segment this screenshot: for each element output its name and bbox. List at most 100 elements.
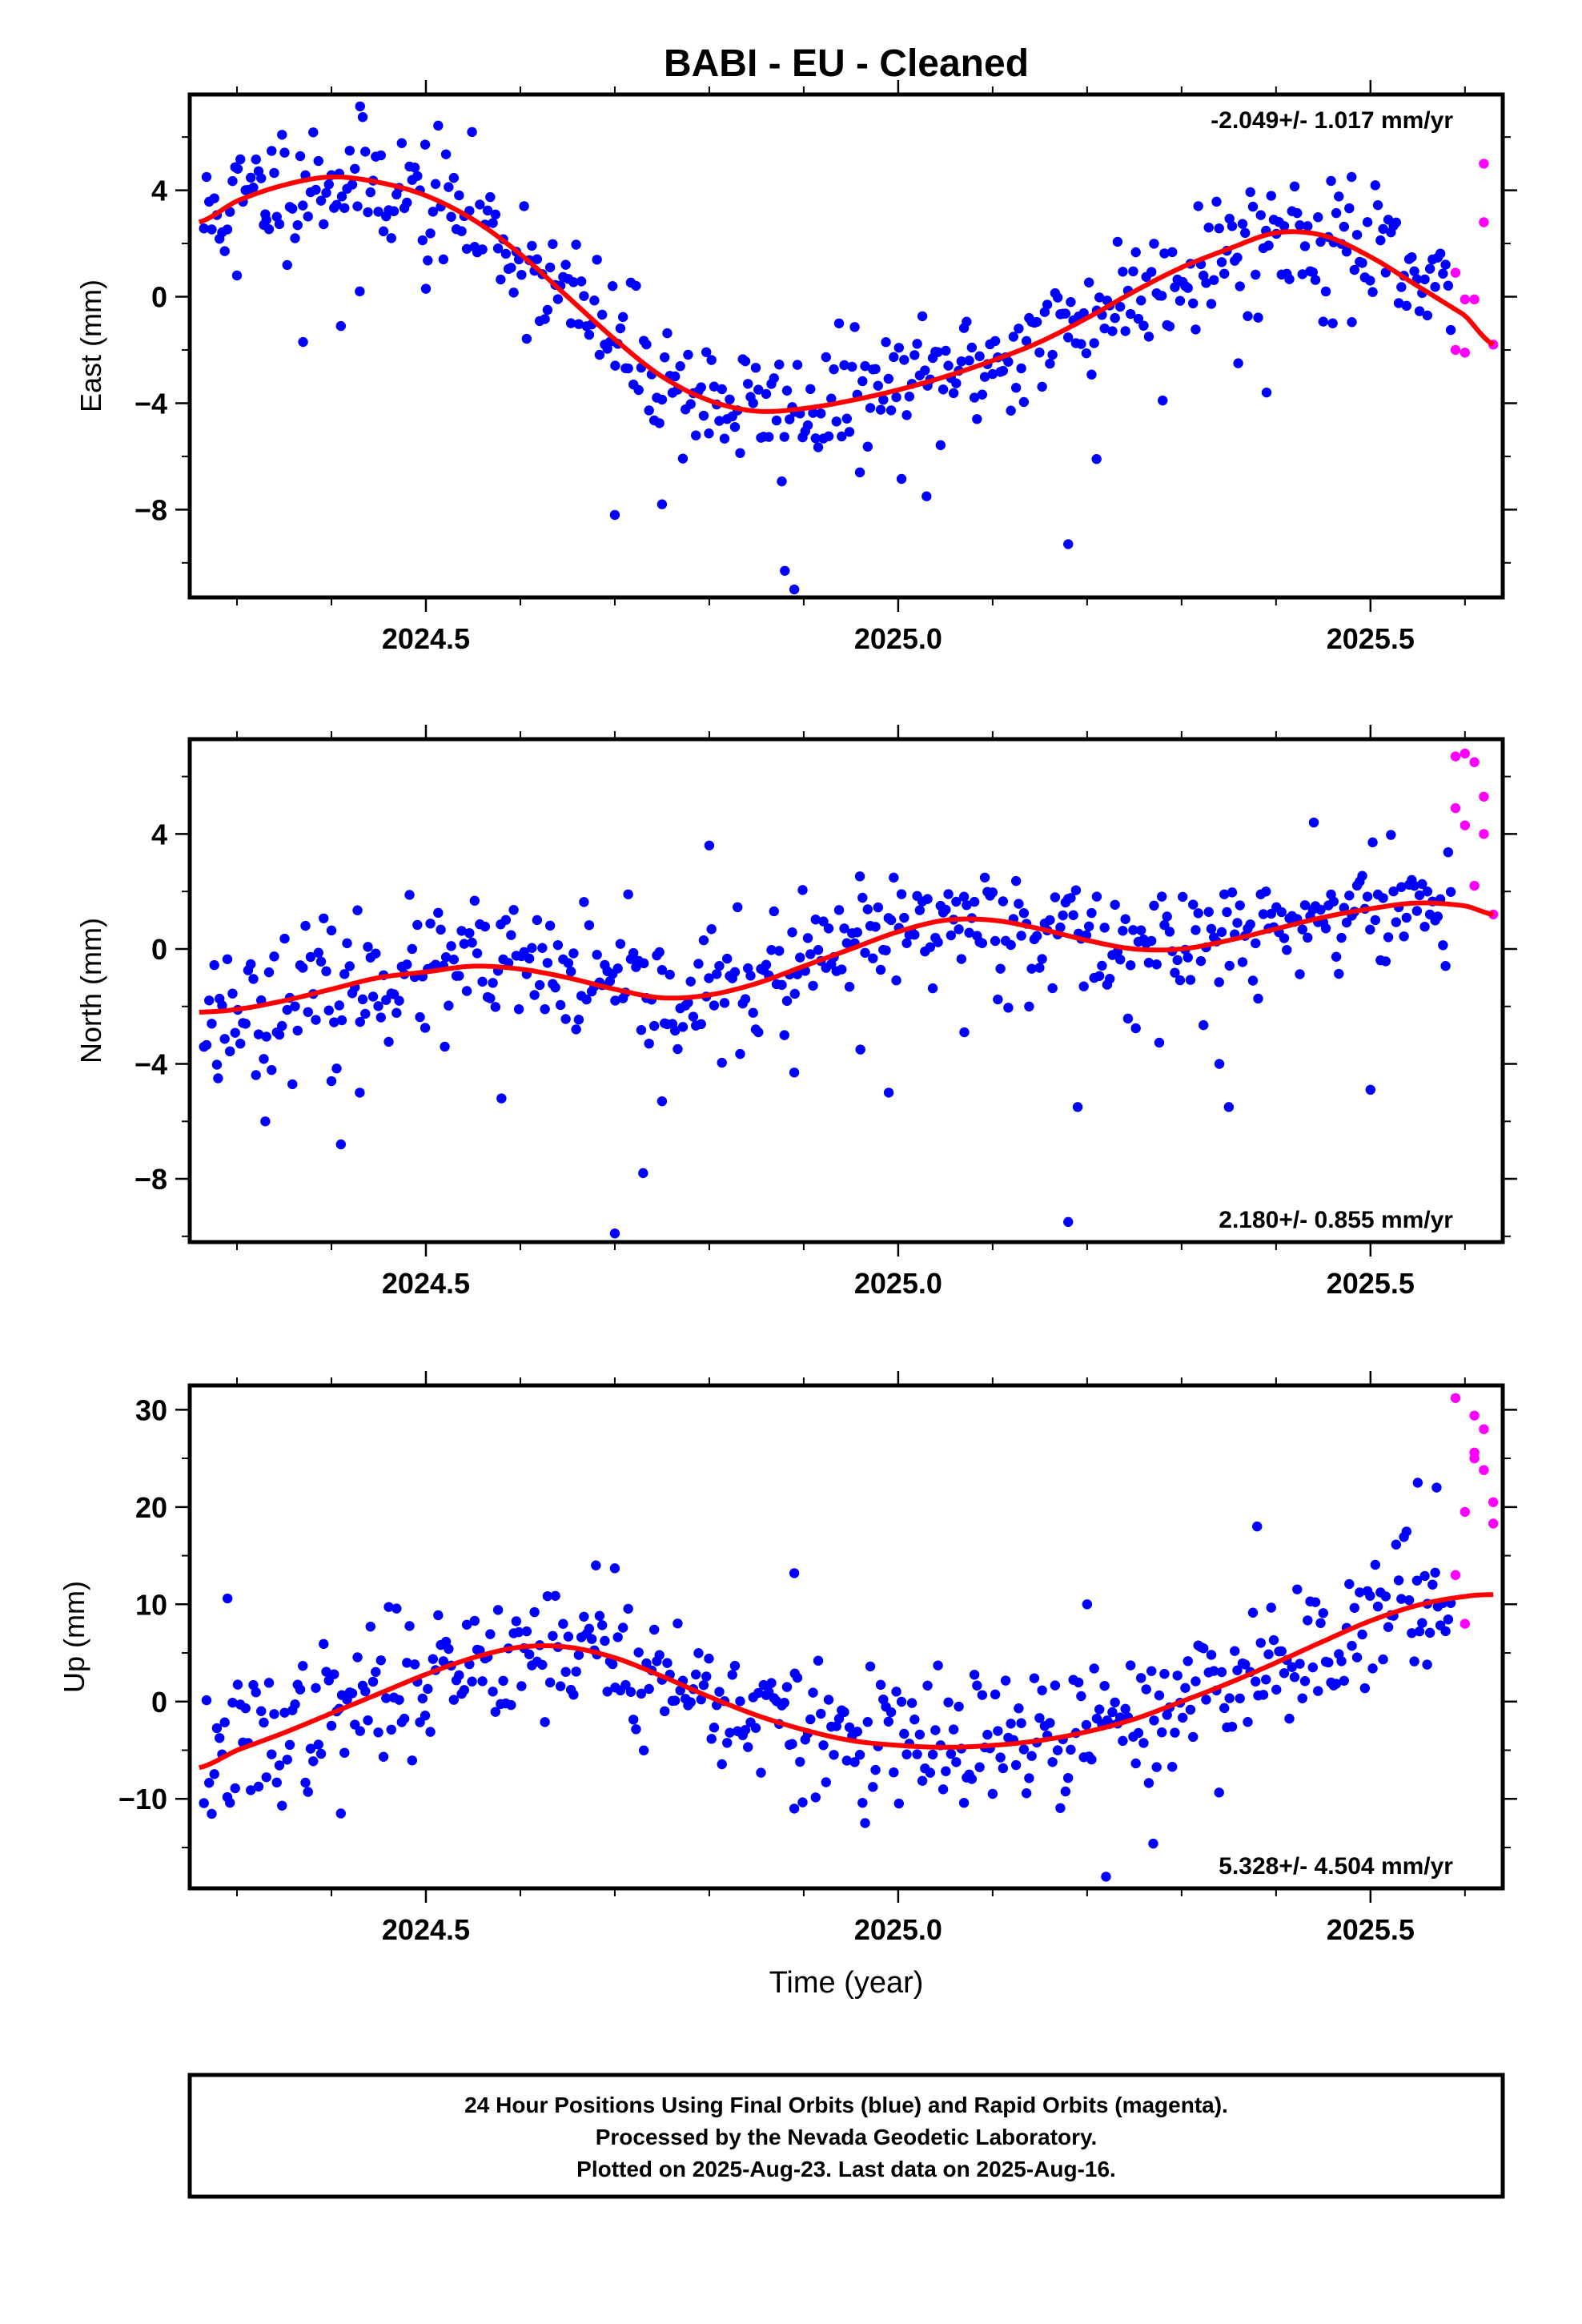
final-orbit-point [357, 112, 368, 123]
final-orbit-point [833, 905, 845, 915]
final-orbit-point [303, 1007, 313, 1018]
final-orbit-point [943, 889, 954, 899]
final-orbit-point [378, 1751, 389, 1762]
final-orbit-point [477, 976, 488, 987]
final-orbit-point [1034, 347, 1045, 358]
final-orbit-point [1357, 1629, 1367, 1640]
final-orbit-point [808, 980, 818, 991]
final-orbit-point [823, 923, 834, 934]
final-orbit-point [612, 963, 623, 974]
final-orbit-point [1224, 960, 1235, 971]
final-orbit-point [1367, 1663, 1378, 1674]
final-orbit-point [1438, 940, 1448, 951]
final-orbit-point [391, 1603, 402, 1614]
final-orbit-point [448, 1695, 460, 1705]
final-orbit-point [300, 1777, 311, 1788]
rapid-orbit-point [1460, 1618, 1471, 1629]
final-orbit-point [899, 912, 909, 923]
final-orbit-point [420, 1023, 431, 1033]
final-orbit-point [933, 347, 943, 357]
final-orbit-point [917, 1775, 928, 1786]
final-orbit-point [1086, 907, 1097, 919]
final-orbit-point [423, 1683, 433, 1695]
final-orbit-point [256, 1706, 267, 1716]
final-orbit-point [935, 440, 946, 451]
final-orbit-point [610, 995, 620, 1006]
final-orbit-point [558, 1618, 568, 1629]
final-orbit-point [540, 314, 550, 324]
final-orbit-point [1297, 1693, 1307, 1703]
final-orbit-series [199, 101, 1456, 595]
final-orbit-point [1170, 1727, 1180, 1738]
final-orbit-point [1055, 922, 1066, 933]
final-orbit-point [698, 935, 709, 946]
final-orbit-point [444, 182, 454, 192]
final-orbit-point [347, 179, 358, 190]
final-orbit-point [735, 1048, 745, 1059]
final-orbit-point [402, 959, 412, 970]
final-orbit-point [1271, 1684, 1282, 1695]
final-orbit-point [1243, 1717, 1253, 1727]
final-orbit-point [1396, 882, 1407, 892]
y-tick-label: −4 [135, 387, 167, 420]
final-orbit-point [1193, 201, 1203, 211]
rapid-orbit-series [1450, 1393, 1499, 1629]
final-orbit-point [201, 1695, 212, 1706]
final-orbit-point [609, 1563, 620, 1574]
final-orbit-point [764, 432, 774, 442]
final-orbit-point [329, 1017, 339, 1027]
final-orbit-point [1349, 264, 1360, 275]
final-orbit-point [1263, 1649, 1274, 1659]
final-orbit-point [1125, 1660, 1136, 1671]
final-orbit-point [612, 1632, 623, 1642]
y-axis-label: North (mm) [74, 918, 107, 1063]
final-orbit-point [246, 959, 256, 970]
final-orbit-point [1178, 1712, 1188, 1723]
final-orbit-point [797, 885, 808, 895]
final-orbit-point [1388, 886, 1399, 897]
final-orbit-point [638, 1168, 648, 1179]
final-orbit-point [305, 1743, 316, 1754]
final-orbit-point [461, 243, 472, 254]
final-orbit-point [993, 1726, 1003, 1736]
final-orbit-point [1148, 1838, 1158, 1849]
final-orbit-point [766, 945, 777, 955]
final-orbit-point [870, 364, 881, 375]
final-orbit-point [813, 945, 824, 955]
final-orbit-point [1024, 1773, 1034, 1783]
final-orbit-point [469, 1615, 480, 1626]
final-orbit-point [998, 365, 1009, 376]
final-orbit-point [1315, 904, 1326, 915]
final-orbit-point [1162, 1710, 1172, 1720]
final-orbit-point [1120, 914, 1130, 924]
final-orbit-point [901, 1749, 912, 1759]
final-orbit-point [568, 948, 579, 959]
final-orbit-point [636, 1025, 647, 1035]
final-orbit-point [1292, 207, 1303, 219]
final-orbit-point [844, 427, 855, 437]
final-orbit-point [1000, 1675, 1011, 1686]
final-orbit-point [847, 361, 857, 372]
final-orbit-point [818, 1740, 829, 1751]
final-orbit-point [292, 219, 303, 231]
final-orbit-point [818, 916, 829, 927]
model-curve [198, 175, 1495, 414]
final-orbit-point [290, 1699, 300, 1710]
final-orbit-point [1188, 1731, 1199, 1743]
final-orbit-point [537, 943, 548, 953]
final-orbit-point [1199, 1019, 1209, 1031]
final-orbit-point [263, 1678, 275, 1688]
final-orbit-point [308, 127, 319, 138]
final-orbit-point [1203, 907, 1214, 917]
final-orbit-point [714, 1687, 725, 1697]
final-orbit-point [1094, 971, 1105, 981]
final-orbit-point [844, 982, 855, 992]
final-orbit-point [482, 205, 493, 216]
final-orbit-point [729, 421, 741, 432]
final-orbit-point [1365, 924, 1375, 935]
final-orbit-point [1066, 1744, 1076, 1755]
final-orbit-point [231, 270, 243, 281]
final-orbit-point [948, 388, 959, 399]
final-orbit-point [1118, 926, 1128, 936]
final-orbit-point [363, 1715, 373, 1726]
